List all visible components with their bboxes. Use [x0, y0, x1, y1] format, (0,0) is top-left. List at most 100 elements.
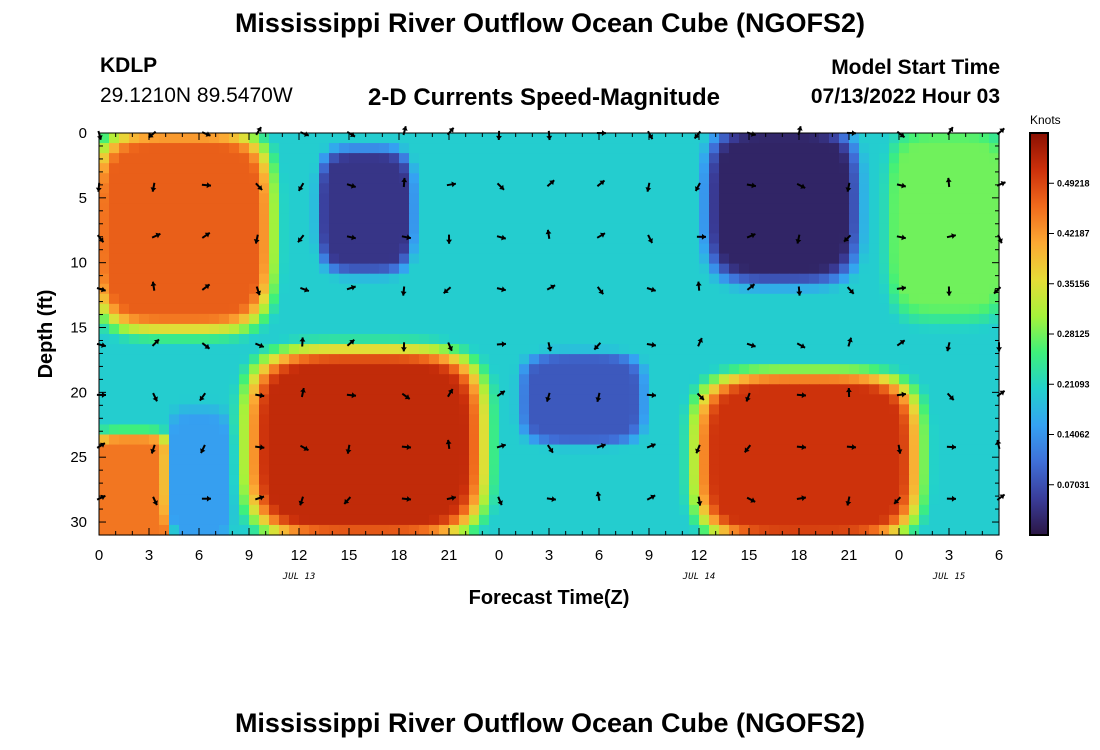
heatmap-cell [99, 454, 110, 466]
current-vector-arrow [200, 444, 206, 454]
heatmap-cell [279, 153, 290, 164]
heatmap-cell [509, 153, 520, 164]
heatmap-cell [629, 163, 640, 174]
heatmap-cell [699, 233, 710, 245]
heatmap-cell [949, 203, 960, 214]
heatmap-cell [159, 253, 170, 265]
heatmap-cell [629, 273, 640, 285]
heatmap-cell [679, 504, 690, 516]
heatmap-cell [159, 524, 170, 536]
heatmap-cell [459, 263, 470, 275]
heatmap-cell [119, 434, 130, 446]
heatmap-cell [359, 193, 370, 204]
heatmap-cell [659, 263, 670, 275]
heatmap-cell [989, 464, 1000, 476]
heatmap-cell [659, 414, 670, 426]
current-vector-arrow [150, 281, 157, 291]
heatmap-cell [799, 394, 810, 405]
heatmap-cell [159, 273, 170, 285]
heatmap-cell [909, 344, 920, 355]
heatmap-cell [339, 504, 350, 516]
heatmap-cell [569, 464, 580, 476]
heatmap-cell [379, 334, 390, 345]
current-vector-arrow [696, 392, 705, 401]
heatmap-cell [489, 414, 500, 426]
heatmap-cell [589, 394, 600, 405]
heatmap-cell [699, 143, 710, 154]
heatmap-cell [179, 394, 190, 405]
heatmap-cell [479, 303, 490, 315]
heatmap-cell [709, 474, 720, 486]
heatmap-cell [689, 424, 700, 436]
heatmap-cell [109, 374, 120, 385]
heatmap-cell [359, 434, 370, 446]
heatmap-cell [429, 514, 440, 526]
heatmap-cell [349, 273, 360, 285]
heatmap-cell [589, 454, 600, 466]
heatmap-cell [549, 364, 560, 375]
heatmap-cell [579, 504, 590, 516]
heatmap-cell [379, 153, 390, 164]
heatmap-cell [219, 143, 230, 154]
heatmap-cell [819, 193, 830, 204]
heatmap-cell [559, 454, 570, 466]
heatmap-cell [959, 193, 970, 204]
heatmap-cell [109, 313, 120, 325]
heatmap-cell [889, 484, 900, 496]
heatmap-cell [649, 273, 660, 285]
heatmap-cell [239, 233, 250, 245]
heatmap-cell [849, 454, 860, 466]
heatmap-cell [969, 434, 980, 446]
heatmap-cell [339, 303, 350, 315]
heatmap-cell [719, 213, 730, 225]
heatmap-cell [769, 404, 780, 415]
heatmap-cell [709, 313, 720, 325]
heatmap-cell [629, 394, 640, 405]
heatmap-cell [689, 474, 700, 486]
heatmap-cell [789, 384, 800, 395]
heatmap-cell [569, 394, 580, 405]
heatmap-cell [499, 253, 510, 265]
heatmap-cell [709, 414, 720, 426]
heatmap-cell [569, 514, 580, 526]
heatmap-cell [109, 243, 120, 255]
heatmap-cell [809, 524, 820, 536]
heatmap-cell [249, 374, 260, 385]
heatmap-cell [109, 464, 120, 476]
heatmap-cell [389, 394, 400, 405]
heatmap-cell [399, 203, 410, 214]
heatmap-cell [489, 464, 500, 476]
heatmap-cell [779, 394, 790, 405]
heatmap-cell [129, 514, 140, 526]
heatmap-cell [899, 464, 910, 476]
heatmap-cell [259, 193, 270, 204]
heatmap-cell [109, 253, 120, 265]
heatmap-cell [589, 173, 600, 184]
heatmap-cell [979, 253, 990, 265]
heatmap-cell [579, 183, 590, 194]
heatmap-cell [569, 213, 580, 225]
heatmap-cell [679, 193, 690, 204]
heatmap-cell [219, 444, 230, 456]
heatmap-cell [389, 414, 400, 426]
heatmap-cell [979, 303, 990, 315]
heatmap-cell [569, 354, 580, 365]
heatmap-cell [559, 404, 570, 415]
heatmap-cell [359, 173, 370, 184]
heatmap-cell [279, 494, 290, 506]
heatmap-cell [189, 153, 200, 164]
heatmap-cell [389, 193, 400, 204]
heatmap-cell [609, 394, 620, 405]
heatmap-cell [439, 334, 450, 345]
heatmap-cell [669, 283, 680, 295]
heatmap-cell [749, 303, 760, 315]
heatmap-cell [819, 313, 830, 325]
heatmap-cell [599, 303, 610, 315]
heatmap-cell [529, 283, 540, 295]
heatmap-cell [379, 183, 390, 194]
heatmap-cell [709, 364, 720, 375]
heatmap-cell [289, 223, 300, 235]
heatmap-cell [889, 374, 900, 385]
heatmap-cell [149, 313, 160, 325]
heatmap-cell [379, 374, 390, 385]
